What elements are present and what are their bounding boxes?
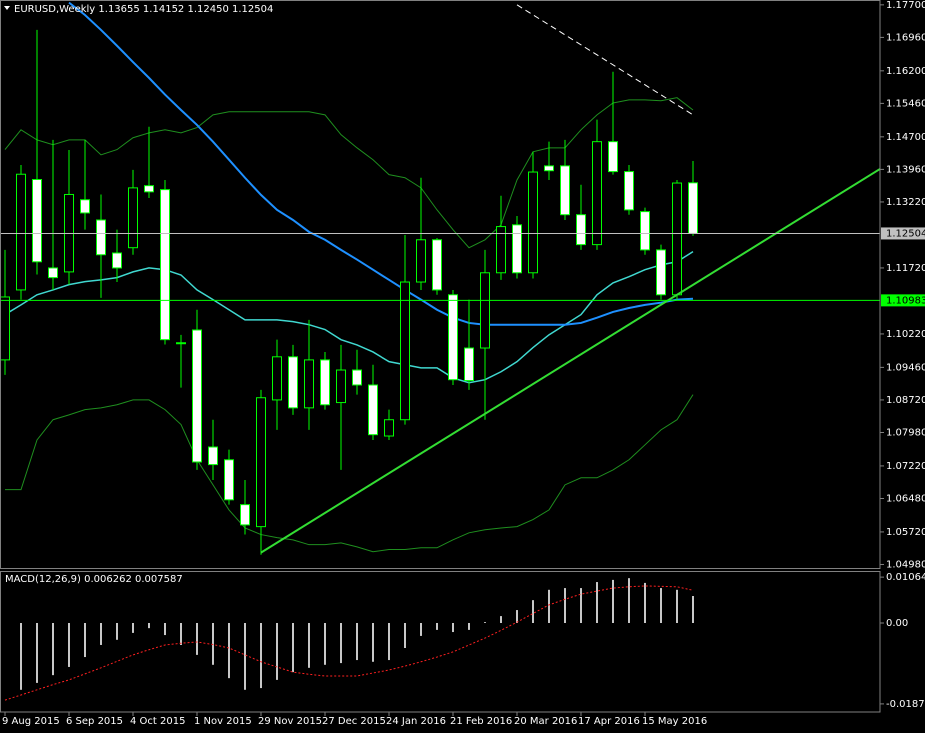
candle-body bbox=[144, 185, 154, 193]
price-panel bbox=[0, 1, 880, 555]
candle-body bbox=[0, 296, 10, 361]
x-tick-label: 6 Sep 2015 bbox=[66, 716, 123, 727]
x-tick-label: 9 Aug 2015 bbox=[2, 716, 60, 727]
y-tick-label: 1.04980 bbox=[886, 559, 925, 570]
candle-body bbox=[288, 356, 298, 409]
candle-body bbox=[112, 252, 122, 269]
x-tick-label: 4 Oct 2015 bbox=[130, 716, 185, 727]
candle-body bbox=[320, 359, 330, 406]
price-label-box bbox=[881, 227, 925, 240]
candle-body bbox=[592, 141, 602, 246]
candle-body bbox=[240, 504, 250, 526]
menu-arrow[interactable] bbox=[4, 6, 10, 10]
price-label-box bbox=[881, 294, 925, 307]
candle-body bbox=[272, 356, 282, 401]
candle-body bbox=[608, 141, 618, 173]
candle-body bbox=[416, 239, 426, 283]
candle-body bbox=[496, 226, 506, 274]
candle-body bbox=[160, 189, 170, 341]
candle-body bbox=[464, 347, 474, 382]
candle-body bbox=[624, 171, 634, 211]
signal-line bbox=[4, 585, 694, 701]
candle-body bbox=[544, 165, 554, 172]
y-tick-label: 1.05720 bbox=[886, 527, 925, 538]
x-tick-label: 15 May 2016 bbox=[642, 716, 707, 727]
x-tick-label: 24 Jan 2016 bbox=[386, 716, 446, 727]
x-tick-label: 21 Feb 2016 bbox=[450, 716, 512, 727]
candle-body bbox=[400, 281, 410, 421]
candle-body bbox=[208, 446, 218, 466]
y-tick-label: 1.16200 bbox=[886, 66, 925, 77]
indicator-line bbox=[4, 251, 694, 384]
candle-body bbox=[336, 369, 346, 404]
indicator-line bbox=[4, 97, 694, 249]
y-tick-label: 1.16960 bbox=[886, 32, 925, 43]
price-frame bbox=[0, 0, 881, 569]
y-tick-label: 1.11720 bbox=[886, 263, 925, 274]
y-tick-label: 1.17700 bbox=[886, 0, 925, 11]
price-label: 1.10983 bbox=[886, 295, 925, 306]
candle-body bbox=[368, 384, 378, 436]
indicator-line bbox=[68, 1, 694, 326]
candle-body bbox=[656, 249, 666, 296]
y-tick-label: 0.01064 bbox=[886, 572, 925, 583]
y-tick-label: 1.07980 bbox=[886, 427, 925, 438]
x-tick-label: 27 Dec 2015 bbox=[322, 716, 386, 727]
x-tick-label: 17 Apr 2016 bbox=[578, 716, 640, 727]
y-tick-label: 1.10220 bbox=[886, 329, 925, 340]
y-tick-label: 1.09460 bbox=[886, 362, 925, 373]
y-tick-label: 1.08720 bbox=[886, 395, 925, 406]
candle-body bbox=[432, 239, 442, 291]
candle-body bbox=[256, 397, 266, 528]
y-tick-label: 1.13220 bbox=[886, 197, 925, 208]
candle-body bbox=[192, 329, 202, 463]
candle-body bbox=[16, 173, 26, 291]
indicator-line bbox=[5, 394, 694, 553]
x-tick-label: 20 Mar 2016 bbox=[514, 716, 577, 727]
candle-body bbox=[96, 219, 106, 256]
candle-body bbox=[304, 359, 314, 409]
price-label: 1.12504 bbox=[886, 228, 925, 239]
candle-body bbox=[176, 342, 186, 345]
candle-body bbox=[672, 182, 682, 296]
x-tick-label: 1 Nov 2015 bbox=[194, 716, 252, 727]
macd-frame bbox=[0, 571, 881, 713]
y-tick-label: 1.07220 bbox=[886, 461, 925, 472]
candle-body bbox=[688, 182, 698, 234]
candle-body bbox=[576, 214, 586, 246]
y-tick-label: -0.018771 bbox=[886, 699, 925, 710]
candle-body bbox=[80, 199, 90, 214]
macd-title: MACD(12,26,9) 0.006262 0.007587 bbox=[5, 574, 183, 585]
candle-body bbox=[48, 267, 58, 279]
x-tick-label: 29 Nov 2015 bbox=[258, 716, 322, 727]
chart-title: EURUSD,Weekly 1.13655 1.14152 1.12450 1.… bbox=[14, 4, 273, 15]
candle-body bbox=[528, 171, 538, 274]
candle-body bbox=[480, 272, 490, 349]
y-tick-label: 1.14700 bbox=[886, 132, 925, 143]
candle-body bbox=[384, 419, 394, 437]
trend-line bbox=[260, 168, 880, 554]
candle-body bbox=[352, 369, 362, 386]
trend-line bbox=[516, 4, 694, 116]
y-tick-label: 0.00 bbox=[886, 618, 908, 629]
y-tick-label: 1.06480 bbox=[886, 493, 925, 504]
candle-body bbox=[224, 459, 234, 501]
candle-body bbox=[560, 165, 570, 216]
candle-body bbox=[640, 211, 650, 251]
y-tick-label: 1.15460 bbox=[886, 98, 925, 109]
y-tick-label: 1.13960 bbox=[886, 164, 925, 175]
candle-body bbox=[448, 294, 458, 381]
candle-body bbox=[32, 179, 42, 263]
candle-body bbox=[512, 224, 522, 274]
macd-panel bbox=[4, 578, 694, 701]
candle-body bbox=[128, 187, 138, 249]
